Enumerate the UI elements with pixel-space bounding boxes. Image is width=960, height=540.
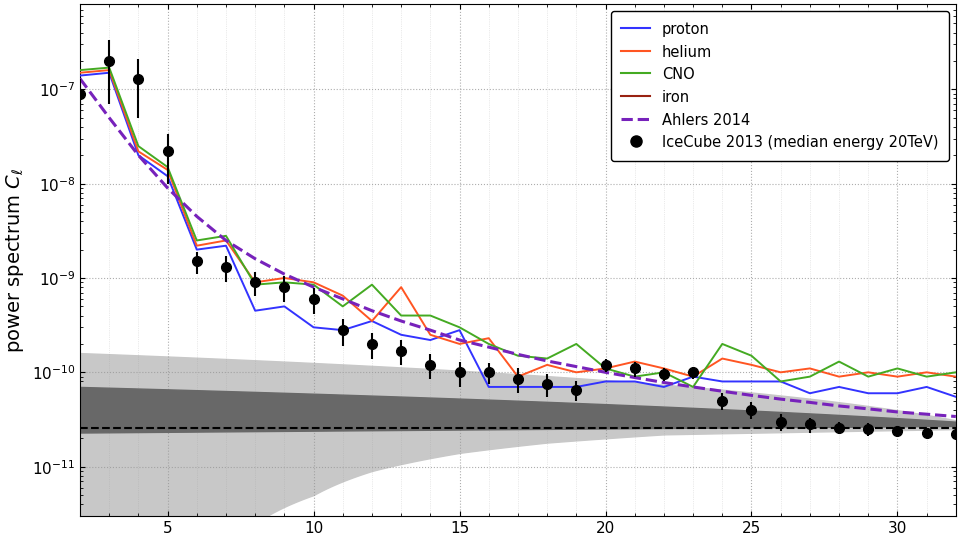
Y-axis label: power spectrum $C_\ell$: power spectrum $C_\ell$ bbox=[4, 167, 26, 353]
Legend: proton, helium, CNO, iron, Ahlers 2014, IceCube 2013 (median energy 20TeV): proton, helium, CNO, iron, Ahlers 2014, … bbox=[611, 11, 948, 161]
